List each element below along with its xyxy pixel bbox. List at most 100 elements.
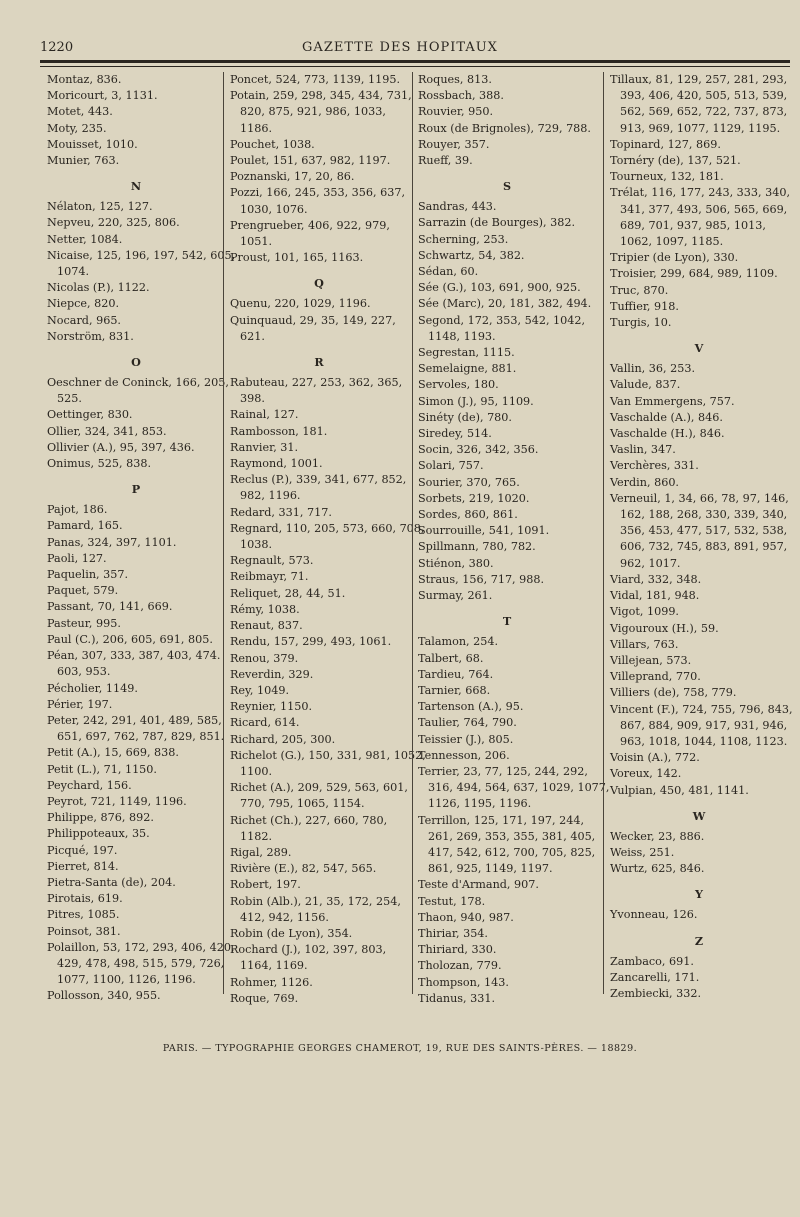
entry-line: Vaslin, 347. — [610, 443, 676, 457]
entry-line: Philippe, 876, 892. — [47, 811, 154, 825]
entry-line: Reibmayr, 71. — [230, 570, 309, 584]
entry-line: Stiénon, 380. — [418, 556, 494, 570]
index-entry: Surmay, 261. — [418, 588, 596, 604]
entry-line: Servoles, 180. — [418, 378, 499, 392]
index-entry: Richet (A.), 209, 529, 563, 601, 770, 795… — [230, 780, 408, 812]
entry-line: Van Emmergens, 757. — [610, 394, 735, 408]
entry-line: Rigal, 289. — [230, 845, 292, 859]
index-entry: Niepce, 820. — [47, 296, 225, 312]
entry-continuation-line: 861, 925, 1149, 1197. — [428, 862, 553, 876]
entry-line: Roques, 813. — [418, 73, 492, 86]
index-entry: Sarrazin (de Bourges), 382. — [418, 215, 596, 231]
index-entry: Potain, 259, 298, 345, 434, 731, 820, 875… — [230, 88, 412, 137]
entry-continuation-line: 689, 701, 937, 985, 1013, — [620, 218, 766, 232]
index-entry: Pollosson, 340, 955. — [47, 988, 225, 1004]
entry-continuation-line: 820, 875, 921, 986, 1033, — [240, 105, 386, 119]
index-entry: Regnault, 573. — [230, 553, 408, 569]
entry-line: Paoli, 127. — [47, 551, 107, 565]
index-entry: Villejean, 573. — [610, 653, 788, 669]
entry-line: Siredey, 514. — [418, 427, 492, 441]
index-entry: Tardieu, 764. — [418, 667, 596, 683]
index-entry: Peyrot, 721, 1149, 1196. — [47, 794, 225, 810]
entry-line: Richard, 205, 300. — [230, 732, 336, 746]
letter-heading: S — [502, 179, 512, 194]
entry-line: Richet (Ch.), 227, 660, 780, — [230, 813, 388, 827]
entry-continuation-line: 1077, 1100, 1126, 1196. — [57, 973, 196, 987]
index-entry: Segond, 172, 353, 542, 1042, 1148, 1193. — [418, 313, 596, 345]
entry-line: Thiriar, 354. — [418, 926, 488, 940]
entry-line: Terrier, 23, 77, 125, 244, 292, — [418, 764, 588, 778]
index-entry: Vaschalde (A.), 846. — [610, 410, 788, 426]
index-entry: Zambaco, 691. — [610, 954, 788, 970]
index-entry: Panas, 324, 397, 1101. — [47, 535, 225, 551]
entry-line: Nepveu, 220, 325, 806. — [47, 216, 180, 230]
index-entry: Onimus, 525, 838. — [47, 456, 225, 472]
entry-line: Pirotais, 619. — [47, 892, 123, 906]
entry-line: Nicaise, 125, 196, 197, 542, 605, — [47, 248, 236, 262]
entry-line: Semelaigne, 881. — [418, 362, 517, 376]
index-entry: Rainal, 127. — [230, 407, 408, 423]
entry-line: Philippoteaux, 35. — [47, 827, 150, 841]
entry-line: Wurtz, 625, 846. — [610, 862, 705, 876]
entry-continuation-line: 621. — [240, 329, 265, 343]
entry-line: Vulpian, 450, 481, 1141. — [610, 783, 749, 797]
index-entry: Renou, 379. — [230, 651, 408, 667]
entry-line: Pasteur, 995. — [47, 616, 121, 630]
entry-line: Simon (J.), 95, 1109. — [418, 394, 534, 408]
index-entry: Péan, 307, 333, 387, 403, 474. 603, 953. — [47, 648, 225, 680]
index-entry: Tidanus, 331. — [418, 991, 596, 1007]
entry-continuation-line: 417, 542, 612, 700, 705, 825, — [428, 845, 596, 859]
entry-line: Richet (A.), 209, 529, 563, 601, — [230, 781, 408, 795]
entry-line: Tidanus, 331. — [418, 991, 496, 1005]
entry-line: Pozzi, 166, 245, 353, 356, 637, — [230, 186, 406, 200]
page-number: 1220 — [40, 40, 74, 55]
entry-continuation-line: 1186. — [240, 121, 273, 135]
index-entry: Sédan, 60. — [418, 264, 596, 280]
letter-heading: T — [502, 614, 512, 629]
index-entry: Straus, 156, 717, 988. — [418, 572, 596, 588]
letter-heading: Y — [695, 887, 703, 902]
entry-continuation-line: 867, 884, 909, 917, 931, 946, — [620, 718, 788, 732]
index-entry: Wecker, 23, 886. — [610, 829, 788, 845]
index-entry: Voreux, 142. — [610, 766, 788, 782]
index-entry: Sée (Marc), 20, 181, 382, 494. — [418, 296, 596, 312]
entry-continuation-line: 913, 969, 1077, 1129, 1195. — [620, 121, 781, 135]
entry-line: Pollosson, 340, 955. — [47, 989, 161, 1003]
entry-line: Norström, 831. — [47, 329, 134, 343]
entry-line: Ricard, 614. — [230, 716, 300, 730]
entry-line: Rochard (J.), 102, 397, 803, — [230, 943, 387, 957]
index-entry: Verchères, 331. — [610, 458, 788, 474]
entry-line: Vallin, 36, 253. — [610, 362, 696, 376]
entry-line: Roux (de Brignoles), 729, 788. — [418, 121, 591, 135]
index-entry: Ricard, 614. — [230, 715, 408, 731]
entry-line: Voreux, 142. — [610, 767, 682, 781]
entry-line: Tourneux, 132, 181. — [610, 170, 724, 184]
index-entry: Nicaise, 125, 196, 197, 542, 605, 1074. — [47, 248, 236, 280]
entry-line: Sandras, 443. — [418, 200, 497, 214]
entry-line: Raymond, 1001. — [230, 457, 323, 471]
entry-line: Reynier, 1150. — [230, 700, 313, 714]
index-entry: Rambosson, 181. — [230, 424, 408, 440]
entry-line: Talamon, 254. — [418, 635, 499, 649]
entry-line: Segrestan, 1115. — [418, 346, 515, 360]
index-entry: Rueff, 39. — [418, 153, 596, 169]
entry-continuation-line: 412, 942, 1156. — [240, 910, 329, 924]
entry-line: Sée (Marc), 20, 181, 382, 494. — [418, 297, 592, 311]
entry-line: Sée (G.), 103, 691, 900, 925. — [418, 281, 581, 295]
entry-line: Schwartz, 54, 382. — [418, 248, 525, 262]
entry-line: Pécholier, 1149. — [47, 681, 138, 695]
index-entry: Rivière (E.), 82, 547, 565. — [230, 861, 408, 877]
entry-line: Passant, 70, 141, 669. — [47, 600, 173, 614]
index-entry: Pajot, 186. — [47, 502, 225, 518]
entry-continuation-line: 341, 377, 493, 506, 565, 669, — [620, 202, 788, 216]
entry-line: Tartenson (A.), 95. — [418, 700, 524, 714]
entry-line: Sourrouille, 541, 1091. — [418, 524, 550, 538]
index-entry: Spillmann, 780, 782. — [418, 539, 596, 555]
index-entry: Thiriar, 354. — [418, 926, 596, 942]
entry-line: Poulet, 151, 637, 982, 1197. — [230, 154, 391, 168]
entry-line: Rey, 1049. — [230, 683, 290, 697]
entry-line: Motet, 443. — [47, 105, 113, 119]
letter-heading: W — [692, 808, 706, 823]
entry-line: Trélat, 116, 177, 243, 333, 340, — [610, 186, 791, 200]
index-entry: Moty, 235. — [47, 121, 225, 137]
